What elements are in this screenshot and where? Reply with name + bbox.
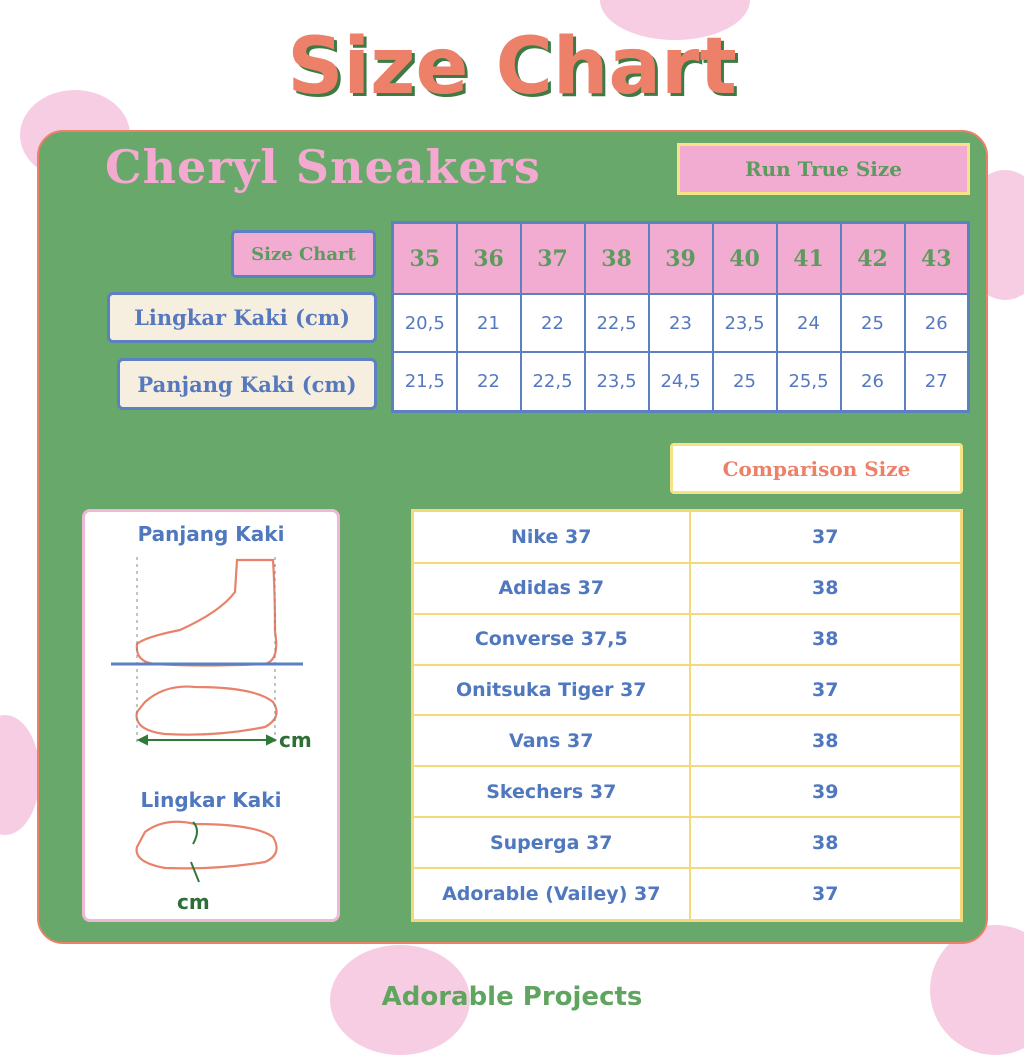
cloud-decoration (0, 715, 40, 835)
size-value-cell: 26 (839, 351, 906, 413)
size-value-cell: 21 (455, 293, 522, 354)
brand-size-cell: Superga 37 (411, 816, 691, 870)
girth-title: Lingkar Kaki (140, 788, 282, 812)
size-header-cell: 38 (583, 221, 650, 296)
size-value-cell: 22 (455, 351, 522, 413)
equivalent-size-cell: 38 (688, 714, 963, 768)
unit-label: cm (177, 890, 210, 914)
length-title: Panjang Kaki (137, 522, 285, 546)
equivalent-size-cell: 37 (688, 867, 963, 922)
size-header-cell: 43 (903, 221, 970, 296)
size-value-cell: 22,5 (519, 351, 586, 413)
size-chart-label: Size Chart (231, 230, 376, 278)
equivalent-size-cell: 38 (688, 612, 963, 666)
comparison-row: Onitsuka Tiger 37 37 (411, 663, 963, 717)
comparison-row: Vans 37 38 (411, 714, 963, 768)
size-header-cell: 39 (647, 221, 714, 296)
comparison-row: Converse 37,5 38 (411, 612, 963, 666)
size-value-cell: 20,5 (391, 293, 458, 354)
size-value-cell: 22,5 (583, 293, 650, 354)
comparison-row: Adidas 37 38 (411, 561, 963, 615)
size-value-cell: 25 (711, 351, 778, 413)
comparison-row: Nike 37 37 (411, 509, 963, 564)
comparison-table: Nike 37 37 Adidas 37 38 Converse 37,5 38 Onits… (411, 509, 963, 922)
comparison-row: Skechers 37 39 (411, 765, 963, 819)
size-value-cell: 22 (519, 293, 586, 354)
size-header-cell: 35 (391, 221, 458, 296)
brand-size-cell: Nike 37 (411, 509, 691, 564)
size-value-cell: 23,5 (583, 351, 650, 413)
size-value-cell: 24,5 (647, 351, 714, 413)
foot-illustration-icon (111, 557, 303, 883)
comparison-row: Adorable (Vailey) 37 37 (411, 867, 963, 922)
brand-size-cell: Onitsuka Tiger 37 (411, 663, 691, 717)
brand-size-cell: Adidas 37 (411, 561, 691, 615)
equivalent-size-cell: 38 (688, 561, 963, 615)
row-label-lingkar: Lingkar Kaki (cm) (107, 292, 377, 343)
size-value-cell: 23,5 (711, 293, 778, 354)
brand-name: Cheryl Sneakers (105, 140, 541, 194)
size-header-cell: 40 (711, 221, 778, 296)
brand-size-cell: Converse 37,5 (411, 612, 691, 666)
footer-credit: Adorable Projects (381, 982, 643, 1012)
size-header-cell: 41 (775, 221, 842, 296)
brand-size-cell: Skechers 37 (411, 765, 691, 819)
equivalent-size-cell: 39 (688, 765, 963, 819)
size-value-cell: 23 (647, 293, 714, 354)
comparison-row: Superga 37 38 (411, 816, 963, 870)
brand-size-cell: Vans 37 (411, 714, 691, 768)
brand-size-cell: Adorable (Vailey) 37 (411, 867, 691, 922)
fit-badge: Run True Size (677, 143, 970, 195)
size-value-cell: 25,5 (775, 351, 842, 413)
size-value-cell: 27 (903, 351, 970, 413)
size-table: 35 36 37 38 39 40 41 42 43 20,5 21 22 22,5 23 23,5 24 2… (391, 221, 970, 413)
equivalent-size-cell: 38 (688, 816, 963, 870)
size-value-cell: 25 (839, 293, 906, 354)
size-value-cell: 26 (903, 293, 970, 354)
size-value-cell: 24 (775, 293, 842, 354)
unit-label: cm (279, 728, 312, 752)
size-header-cell: 42 (839, 221, 906, 296)
size-header-cell: 36 (455, 221, 522, 296)
row-label-panjang: Panjang Kaki (cm) (117, 358, 377, 410)
equivalent-size-cell: 37 (688, 663, 963, 717)
equivalent-size-cell: 37 (688, 509, 963, 564)
comparison-title: Comparison Size (670, 443, 963, 494)
page-title: Size Chart (287, 22, 737, 112)
measurement-guide: Panjang Kaki cm Lingkar Kaki cm (82, 509, 340, 922)
size-header-cell: 37 (519, 221, 586, 296)
size-value-cell: 21,5 (391, 351, 458, 413)
